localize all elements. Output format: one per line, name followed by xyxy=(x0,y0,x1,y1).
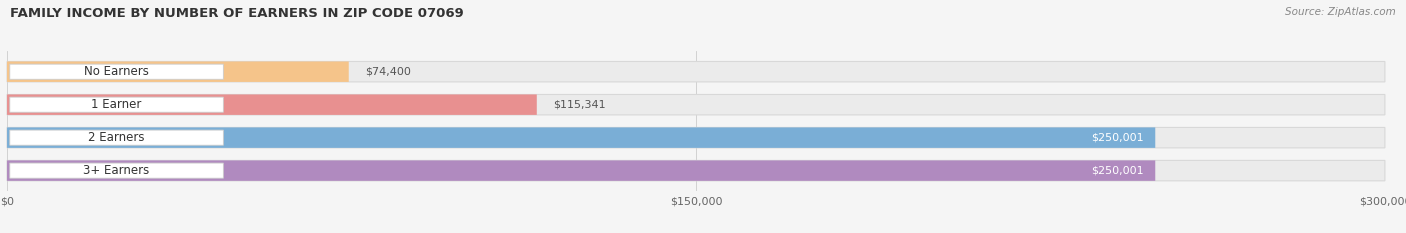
Text: $115,341: $115,341 xyxy=(554,100,606,110)
FancyBboxPatch shape xyxy=(10,163,224,178)
Text: $250,001: $250,001 xyxy=(1091,166,1144,176)
FancyBboxPatch shape xyxy=(10,64,224,79)
FancyBboxPatch shape xyxy=(7,62,349,82)
FancyBboxPatch shape xyxy=(7,127,1385,148)
Text: Source: ZipAtlas.com: Source: ZipAtlas.com xyxy=(1285,7,1396,17)
FancyBboxPatch shape xyxy=(10,130,224,145)
Text: 2 Earners: 2 Earners xyxy=(89,131,145,144)
Text: 1 Earner: 1 Earner xyxy=(91,98,142,111)
Text: $74,400: $74,400 xyxy=(366,67,411,77)
FancyBboxPatch shape xyxy=(10,97,224,112)
FancyBboxPatch shape xyxy=(7,160,1156,181)
FancyBboxPatch shape xyxy=(7,62,1385,82)
Text: 3+ Earners: 3+ Earners xyxy=(83,164,149,177)
Text: No Earners: No Earners xyxy=(84,65,149,78)
FancyBboxPatch shape xyxy=(7,94,537,115)
Text: $250,001: $250,001 xyxy=(1091,133,1144,143)
FancyBboxPatch shape xyxy=(7,160,1385,181)
FancyBboxPatch shape xyxy=(7,94,1385,115)
Text: FAMILY INCOME BY NUMBER OF EARNERS IN ZIP CODE 07069: FAMILY INCOME BY NUMBER OF EARNERS IN ZI… xyxy=(10,7,464,20)
FancyBboxPatch shape xyxy=(7,127,1156,148)
